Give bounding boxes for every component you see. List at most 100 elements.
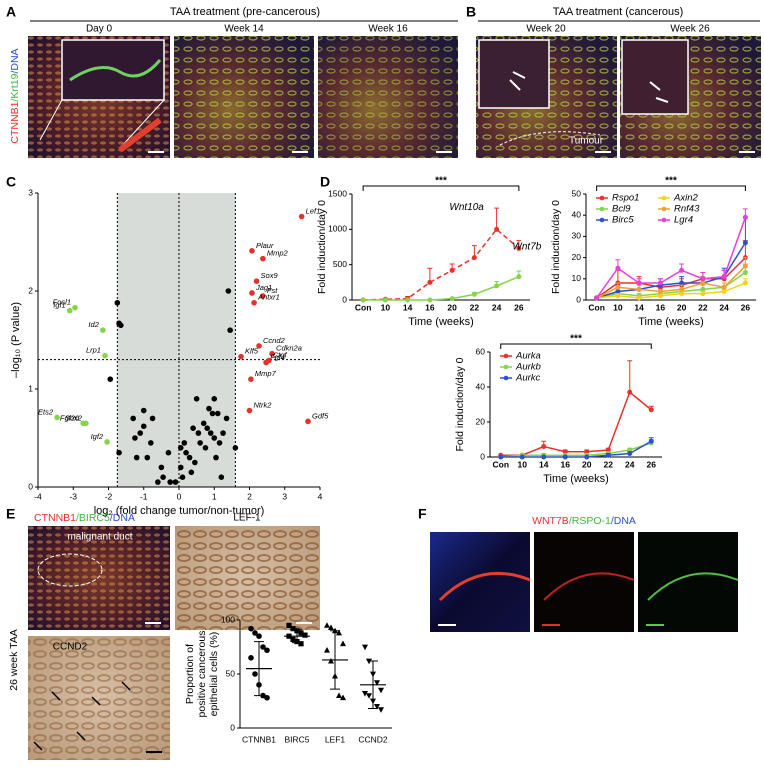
point — [541, 444, 547, 449]
legend-swatch — [599, 195, 605, 201]
point — [519, 454, 525, 460]
legend-swatch — [599, 217, 605, 223]
point — [324, 622, 330, 628]
point — [172, 479, 179, 485]
micrograph — [476, 36, 617, 158]
point — [177, 445, 184, 451]
point — [232, 445, 239, 451]
y-tick-label: 40 — [572, 209, 582, 219]
legend-swatch — [599, 206, 605, 212]
point — [374, 680, 380, 686]
point — [584, 454, 590, 460]
point — [679, 280, 685, 286]
image-label: Week 20 — [526, 24, 566, 35]
x-axis-title: Time (weeks) — [408, 316, 474, 328]
point-label: Mmp7 — [255, 369, 277, 378]
point — [227, 327, 233, 334]
stain-part: /RSPO-1 — [569, 515, 611, 527]
x-tick-label: 26 — [741, 302, 751, 312]
point — [562, 449, 568, 455]
point — [100, 327, 106, 334]
y-axis-title: epithelial cells (%) — [208, 632, 220, 717]
point — [260, 644, 266, 650]
point — [742, 240, 748, 246]
sd-bar — [254, 641, 264, 697]
point — [155, 479, 161, 485]
significance-label: *** — [435, 176, 447, 187]
x-tick-label: 3 — [282, 491, 287, 501]
point — [516, 245, 522, 251]
x-tick-label: 1 — [212, 491, 217, 501]
point-label: Ctgf — [273, 351, 288, 360]
point — [721, 289, 727, 295]
point — [494, 226, 500, 232]
y-tick-label: 20 — [476, 416, 486, 426]
point — [206, 405, 212, 412]
point — [742, 214, 748, 220]
point — [298, 641, 304, 647]
x-tick-label: -1 — [140, 491, 148, 501]
point — [249, 248, 255, 254]
x-tick-label: 26 — [514, 302, 524, 312]
x-tick-label: 22 — [470, 302, 480, 312]
point — [200, 420, 207, 427]
point — [54, 414, 60, 421]
point — [679, 291, 685, 297]
point — [648, 407, 654, 413]
legend-label: Aurkc — [515, 373, 541, 384]
x-tick-label: 10 — [613, 302, 623, 312]
y-axis-title: positive cancerous — [196, 631, 208, 718]
point — [192, 459, 198, 466]
y-tick-label: 30 — [572, 231, 582, 241]
point — [427, 279, 433, 285]
point — [328, 624, 334, 630]
stain-part: CTNNB1 — [34, 512, 76, 524]
point — [116, 449, 122, 456]
y-tick-label: 50 — [572, 188, 582, 198]
x-tick-label: 26 — [647, 459, 657, 469]
point — [264, 647, 270, 654]
point — [627, 389, 633, 395]
point — [742, 269, 748, 275]
point — [266, 357, 272, 364]
point-label: Cdkn2a — [276, 344, 302, 353]
point-label: Id2 — [88, 320, 99, 329]
legend-label: Axin2 — [673, 193, 698, 204]
series-label: Wnt7b — [512, 241, 541, 252]
point — [427, 297, 433, 303]
point — [144, 454, 151, 461]
point — [336, 629, 342, 636]
stain-part: /DNA — [110, 512, 135, 524]
image-label: LEF-1 — [233, 513, 261, 524]
x-tick-label: 10 — [518, 459, 528, 469]
error-bar — [494, 207, 500, 230]
point-label: Plaur — [256, 241, 274, 250]
y-tick-label: 1000 — [328, 224, 347, 234]
x-tick-label: 22 — [698, 302, 708, 312]
point — [700, 291, 706, 297]
y-axis-title: Fold induction/day 0 — [316, 200, 328, 294]
x-tick-label: 16 — [656, 302, 666, 312]
series-line — [500, 391, 652, 456]
micrograph — [174, 36, 314, 158]
x-tick-label: 24 — [492, 302, 502, 312]
series-line — [596, 271, 746, 299]
point-label: Jag1 — [255, 283, 272, 292]
point — [251, 299, 257, 306]
sd-bar — [330, 630, 340, 690]
significance-bracket — [362, 185, 520, 191]
stain-part: /DNA — [9, 48, 21, 73]
micrograph — [638, 532, 739, 632]
x-tick-label: 2 — [247, 491, 252, 501]
point — [594, 295, 600, 301]
y-tick-label: 10 — [572, 273, 582, 283]
y-tick-label: 100 — [221, 614, 235, 624]
point — [340, 640, 346, 647]
panel-header: TAA treatment (pre-cancerous) — [170, 6, 320, 18]
series-label: Wnt10a — [449, 202, 484, 213]
y-tick-label: 40 — [476, 381, 486, 391]
point — [207, 430, 214, 436]
point — [118, 322, 124, 329]
x-tick-label: 14 — [403, 302, 413, 312]
point — [246, 407, 253, 414]
